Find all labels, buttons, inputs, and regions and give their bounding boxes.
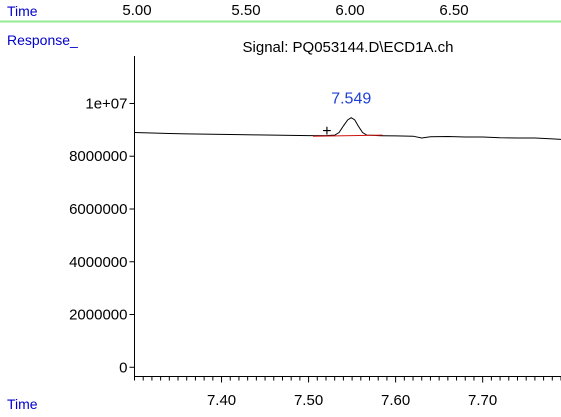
x-tick-label: 7.70 — [468, 392, 497, 409]
peak-retention-label: 7.549 — [331, 91, 371, 108]
time-axis-label: Time — [7, 396, 38, 412]
x-tick-label: 7.60 — [381, 392, 410, 409]
traces: +7.549 — [134, 91, 561, 140]
top-time-axis-label: Time — [7, 3, 38, 19]
y-ticks: 0 2000000 4000000 6000000 8000000 1e+07 — [69, 95, 135, 376]
x-ticks: 7.40 7.50 7.60 7.70 — [134, 376, 561, 409]
x-tick-label: 7.40 — [207, 392, 236, 409]
peak-start-marker: + — [322, 123, 331, 140]
y-tick-label: 2000000 — [69, 307, 127, 324]
y-tick-label: 6000000 — [69, 201, 127, 218]
y-tick-label: 4000000 — [69, 254, 127, 271]
response-axis-label: Response_ — [7, 32, 78, 48]
peak-baseline — [312, 134, 383, 137]
y-tick-label: 1e+07 — [85, 95, 127, 112]
x-tick-label: 7.50 — [294, 392, 323, 409]
signal-trace — [134, 117, 561, 140]
signal-file-label: Signal: PQ053144.D\ECD1A.ch — [243, 39, 454, 56]
top-time-tick-label: 6.00 — [335, 2, 364, 19]
top-time-tick-label: 5.50 — [231, 2, 260, 19]
y-tick-label: 8000000 — [69, 148, 127, 165]
top-strip: Time 5.00 5.50 6.00 6.50 — [0, 2, 561, 23]
top-time-tick-label: 6.50 — [439, 2, 468, 19]
top-time-tick-label: 5.00 — [122, 2, 151, 19]
y-tick-label: 0 — [119, 359, 127, 376]
